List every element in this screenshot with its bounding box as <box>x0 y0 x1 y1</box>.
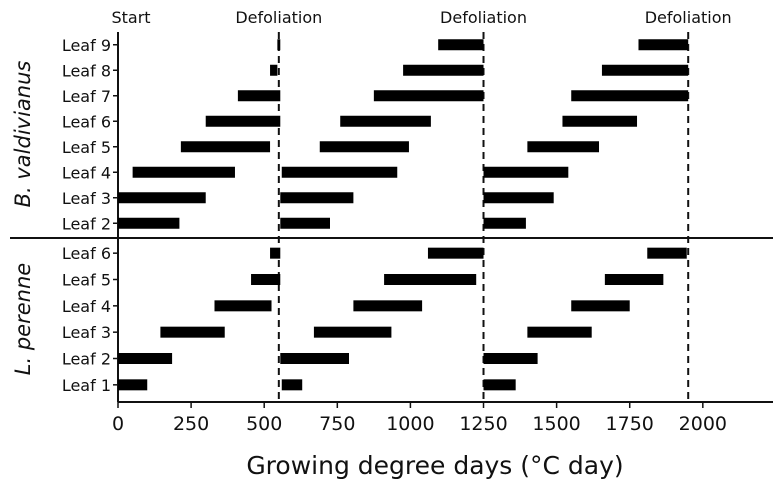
bar-2-6-3 <box>483 379 516 391</box>
row-label-bvaldivianus-4: Leaf 6 <box>62 112 111 131</box>
bar-2-6-1 <box>118 379 148 391</box>
bar-1-4-3 <box>562 115 638 127</box>
species-label-2: L. perenne <box>11 263 35 375</box>
x-tick-label-6: 1250 <box>459 413 507 435</box>
bar-2-5-1 <box>118 353 173 364</box>
row-label-bvaldivianus-7: Leaf 3 <box>62 189 111 208</box>
bar-1-7-2 <box>280 192 354 204</box>
bar-1-6-2 <box>281 166 398 178</box>
bar-2-3-3 <box>571 300 630 312</box>
bar-1-6-3 <box>483 166 569 178</box>
row-label-lperenne-1: Leaf 6 <box>62 244 111 263</box>
bar-1-5-1 <box>180 141 271 153</box>
bar-1-5-2 <box>319 141 409 153</box>
bar-1-6-1 <box>132 166 235 178</box>
bar-1-3-1 <box>237 90 281 102</box>
x-tick-label-8: 1750 <box>606 413 654 435</box>
bar-1-3-3 <box>571 90 689 102</box>
event-label-3: Defoliation <box>440 8 527 27</box>
row-label-lperenne-5: Leaf 2 <box>62 350 111 369</box>
bar-1-7-3 <box>483 192 554 204</box>
event-label-2: Defoliation <box>235 8 322 27</box>
x-tick-label-9: 2000 <box>679 413 727 435</box>
axes <box>10 44 773 403</box>
row-label-lperenne-2: Leaf 5 <box>62 271 111 290</box>
row-label-bvaldivianus-5: Leaf 5 <box>62 138 111 157</box>
species-label-1: B. valdivianus <box>11 61 35 208</box>
bar-1-1-1 <box>277 39 281 51</box>
bar-1-2-2 <box>403 64 484 76</box>
bar-2-4-1 <box>160 326 225 338</box>
row-label-lperenne-6: Leaf 1 <box>62 376 111 395</box>
bar-1-8-1 <box>118 217 180 229</box>
x-tick-label-1: 0 <box>112 413 124 435</box>
bar-1-8-3 <box>483 217 526 229</box>
event-label-4: Defoliation <box>645 8 732 27</box>
bars <box>118 39 689 391</box>
bar-1-8-2 <box>280 217 330 229</box>
bar-2-4-2 <box>313 326 392 338</box>
bar-2-3-1 <box>214 300 272 312</box>
bar-2-1-2 <box>427 247 484 259</box>
row-label-bvaldivianus-6: Leaf 4 <box>62 163 111 182</box>
row-label-bvaldivianus-1: Leaf 9 <box>62 36 111 55</box>
bar-2-1-1 <box>270 247 281 259</box>
row-label-bvaldivianus-3: Leaf 7 <box>62 87 111 106</box>
bar-2-1-3 <box>647 247 687 259</box>
bar-1-7-1 <box>118 192 206 204</box>
bar-2-2-1 <box>251 274 281 285</box>
x-tick-label-3: 500 <box>246 413 282 435</box>
bar-1-2-1 <box>270 64 278 76</box>
row-label-bvaldivianus-8: Leaf 2 <box>62 214 111 233</box>
bar-2-6-2 <box>281 379 303 391</box>
bar-1-3-2 <box>373 90 484 102</box>
bar-1-4-1 <box>205 115 281 127</box>
bar-1-1-3 <box>638 39 689 51</box>
bar-2-5-3 <box>483 353 538 364</box>
x-tick-label-5: 1000 <box>386 413 434 435</box>
x-ticks: 0 250 500 750 1000 1250 1500 1750 2000 <box>112 402 727 435</box>
x-axis-label: Growing degree days (°C day) <box>246 451 623 480</box>
bar-1-5-3 <box>527 141 600 153</box>
bar-2-4-3 <box>527 326 592 338</box>
bar-2-5-2 <box>280 353 350 364</box>
x-tick-label-7: 1500 <box>532 413 580 435</box>
defoliation-markers: Start Defoliation Defoliation Defoliation <box>111 8 732 402</box>
x-tick-label-2: 250 <box>173 413 209 435</box>
row-label-lperenne-4: Leaf 3 <box>62 323 111 342</box>
bar-2-2-3 <box>604 274 664 285</box>
bar-1-4-2 <box>340 115 431 127</box>
x-tick-label-4: 750 <box>319 413 355 435</box>
bar-1-2-3 <box>601 64 689 76</box>
event-label-1: Start <box>111 8 150 27</box>
row-label-bvaldivianus-2: Leaf 8 <box>62 61 111 80</box>
bar-2-2-2 <box>384 274 477 285</box>
row-labels: B. valdivianus Leaf 9 Leaf 8 Leaf 7 Leaf 6 Le… <box>11 36 111 395</box>
bar-2-3-2 <box>353 300 423 312</box>
bar-1-1-2 <box>438 39 484 51</box>
row-label-lperenne-3: Leaf 4 <box>62 297 111 316</box>
